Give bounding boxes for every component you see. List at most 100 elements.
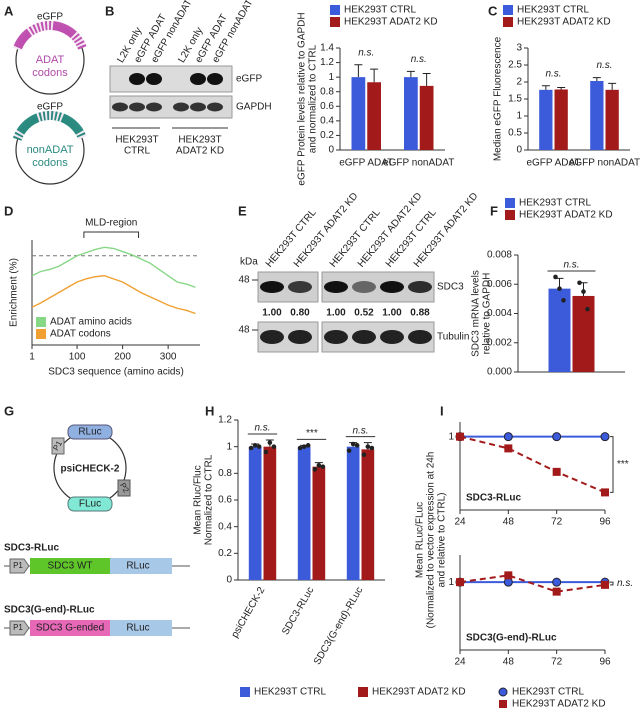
codon-stripe <box>21 121 30 130</box>
y-tick-label: 0.8 <box>320 86 334 97</box>
band <box>207 73 223 85</box>
codon-stripe <box>63 115 70 125</box>
data-point <box>248 445 254 451</box>
x-tick-label: 24 <box>454 657 466 668</box>
data-point <box>263 449 269 455</box>
x-tick-label: eGFP nonADAT <box>383 158 454 169</box>
y-axis-label: and relative to CTRL) <box>437 492 448 587</box>
codon-stripe <box>63 25 70 35</box>
x-tick-label: SDC3(G-end)-RLuc <box>312 585 365 667</box>
band <box>352 281 376 293</box>
codon-stripe <box>60 23 67 33</box>
data-point <box>305 443 311 448</box>
y-tick-label: 2 <box>516 77 522 88</box>
significance-label: n.s. <box>596 60 612 71</box>
legend-swatch <box>330 5 340 15</box>
panel-letter: E <box>238 203 247 218</box>
x-tick-label: 100 <box>69 352 86 363</box>
codon-stripe <box>13 133 23 140</box>
marker <box>504 444 513 453</box>
series-line <box>31 246 196 288</box>
codon-stripe <box>62 114 69 124</box>
region-label: MLD-region <box>85 218 137 229</box>
x-tick-label: 72 <box>551 657 563 668</box>
codon-stripe <box>26 117 34 126</box>
data-point <box>577 280 582 286</box>
codon-stripe <box>69 30 77 39</box>
data-point <box>354 443 360 448</box>
codon-stripe <box>44 21 48 31</box>
codon-stripe <box>71 123 80 131</box>
subplot-title: SDC3-RLuc <box>466 493 521 504</box>
y-tick-label: 1.4 <box>320 43 334 54</box>
codon-stripe <box>52 111 56 121</box>
y-tick-label: 0.006 <box>487 279 512 290</box>
data-point <box>585 306 590 312</box>
bar <box>361 449 375 580</box>
data-point <box>301 444 307 449</box>
panel-g: RLuc FLuc P1 P2 psiCHECK-2 SDC3-RLuc P1 … <box>4 424 190 636</box>
legend-swatch <box>503 5 513 15</box>
band <box>146 73 162 85</box>
error-bar <box>592 77 601 81</box>
significance-label: n.s. <box>545 68 561 79</box>
legend-label: HEK293T ADAT2 KD <box>372 687 466 698</box>
codon-stripe <box>30 25 37 35</box>
feature <box>67 424 113 440</box>
data-point <box>252 443 258 448</box>
legend-label: HEK293T ADAT2 KD <box>517 17 611 28</box>
panel-a: eGFP ADAT codons eGFP nonADAT codons <box>15 12 85 185</box>
codon-stripe <box>36 112 42 122</box>
legend-label: HEK293T CTRL <box>254 687 327 698</box>
y-tick-label: 0 <box>516 145 522 156</box>
feature-label: RLuc <box>78 427 101 438</box>
codon-stripe <box>16 127 26 135</box>
codon-stripe <box>38 22 43 32</box>
significance-label: *** <box>306 428 319 439</box>
reporter-part <box>110 620 172 636</box>
codon-stripe <box>16 37 26 45</box>
y-tick-label: 1 <box>226 441 232 452</box>
gene-label: eGFP <box>37 102 63 113</box>
marker <box>552 432 562 442</box>
marker <box>498 687 508 697</box>
legend-label: HEK293T ADAT2 KD <box>344 17 438 28</box>
x-tick-label: eGFP ADAT <box>339 158 393 169</box>
codon-stripe <box>42 111 47 121</box>
x-tick-label: 300 <box>160 352 177 363</box>
codon-stripe <box>36 22 42 32</box>
codon-stripe <box>20 122 29 131</box>
marker-label: 48 <box>238 275 250 286</box>
codon-stripe <box>73 126 83 134</box>
data-point <box>557 286 562 291</box>
marker <box>601 488 609 497</box>
y-axis-label: Mean RLuc/FLuc <box>415 502 426 578</box>
codon-stripe <box>34 23 40 33</box>
x-tick-label: SDC3-RLuc <box>280 585 316 637</box>
significance-label: n.s. <box>352 425 368 436</box>
legend-swatch <box>503 17 513 27</box>
legend-swatch <box>330 17 340 27</box>
y-tick-label: 0 <box>328 145 334 156</box>
y-tick-label: 3 <box>516 43 522 54</box>
y-axis-label: eGFP Protein levels relative to GAPDH <box>297 12 308 185</box>
legend-label: ADAT codons <box>50 329 111 340</box>
band <box>129 73 145 85</box>
panel-letter: B <box>105 3 114 18</box>
bar <box>554 89 568 150</box>
marker-label: 48 <box>238 325 250 336</box>
marker <box>456 432 464 441</box>
codon-stripe <box>25 28 33 38</box>
codon-stripe <box>42 21 47 31</box>
band <box>288 281 312 293</box>
lane-label: HEK293T CTRL <box>384 207 439 270</box>
part-label: RLuc <box>126 623 149 634</box>
gene-part <box>30 620 110 636</box>
codon-stripe <box>62 24 69 34</box>
part-label: RLuc <box>126 561 149 572</box>
band <box>190 73 206 85</box>
bar <box>539 89 553 150</box>
legend-label: HEK293T ADAT2 KD <box>512 699 606 710</box>
y-tick-label: 1 <box>516 111 522 122</box>
feature-label: FLuc <box>79 499 101 510</box>
